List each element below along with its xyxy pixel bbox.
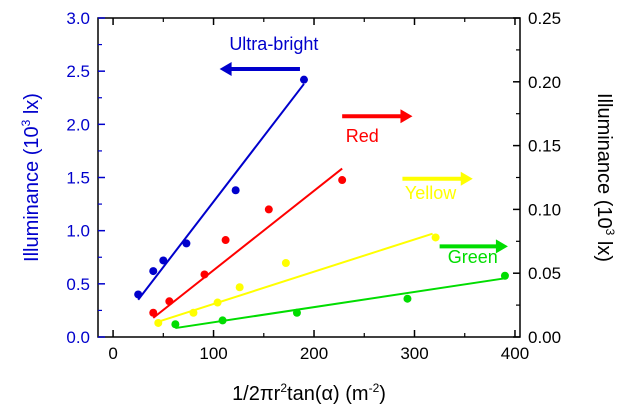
y-left-axis-title: Illuminance (103 lx) (19, 93, 43, 262)
y-right-tick-label: 0.00 (528, 328, 561, 347)
ultra-bright-label: Ultra-bright (229, 34, 318, 54)
x-tick-label: 300 (400, 344, 428, 363)
y-left-tick-label: 2.0 (66, 115, 90, 134)
green-point (403, 294, 412, 303)
ultra-bright-fit-line (137, 83, 305, 301)
yellow-arrowhead (460, 171, 473, 186)
ultra-bright-point (134, 290, 143, 299)
green-point (500, 271, 509, 280)
y-left-tick-label: 1.0 (66, 222, 90, 241)
red-point (165, 297, 174, 306)
yellow-point (154, 318, 163, 327)
y-right-title-sup: 3 (603, 229, 617, 236)
yellow-point (431, 233, 440, 242)
x-title-part: 1/2πr (232, 383, 281, 405)
y-right-tick-label: 0.20 (528, 73, 561, 92)
yellow-point (235, 283, 244, 292)
y-left-tick-label: 0.5 (66, 275, 90, 294)
y-left-title-sup: 3 (19, 119, 33, 126)
y-axis-left: 0.0 0.5 1.0 1.5 2.0 2.5 3.0 Illuminance (103 lx… (19, 9, 105, 347)
green-fit-line (175, 277, 506, 330)
y-right-title-part: Illuminance (10 (593, 93, 615, 229)
x-axis-title: 1/2πr2tan(α) (m-2) (232, 381, 386, 405)
x-title-sup: 2 (280, 381, 287, 395)
red-point (264, 205, 273, 214)
y-left-tick-label: 0.0 (66, 328, 90, 347)
ultra-bright-point (299, 75, 308, 84)
red-point (338, 176, 347, 185)
ultra-bright-point (149, 267, 158, 276)
fit-lines (137, 83, 506, 330)
green-arrowhead (495, 239, 508, 254)
x-tick-label: 100 (199, 344, 227, 363)
x-tick-label: 200 (300, 344, 328, 363)
ultra-bright-point (159, 256, 168, 265)
y-right-title-part: lx) (593, 235, 615, 262)
series-annotations: Ultra-bright Red Yellow Green (219, 34, 508, 267)
ultra-bright-point (231, 186, 240, 195)
yellow-label: Yellow (405, 183, 457, 203)
x-title-sup: -2 (369, 381, 380, 395)
red-arrowhead (400, 109, 413, 124)
y-right-tick-label: 0.25 (528, 9, 561, 28)
y-left-title-part: Illuminance (10 (21, 126, 43, 262)
y-left-tick-label: 3.0 (66, 9, 90, 28)
yellow-point (189, 308, 198, 317)
red-label: Red (346, 126, 379, 146)
green-point (218, 316, 227, 325)
y-right-tick-label: 0.05 (528, 264, 561, 283)
y-left-tick-label: 1.5 (66, 169, 90, 188)
green-point (171, 320, 180, 329)
red-fit-line (152, 167, 343, 319)
red-point (221, 236, 230, 245)
y-left-title-part: lx) (21, 93, 43, 120)
yellow-point (213, 298, 222, 307)
y-axis-right: 0.00 0.05 0.10 0.15 0.20 0.25 Illuminance (103… (513, 9, 617, 347)
red-point (200, 270, 209, 279)
y-left-tick-label: 2.5 (66, 62, 90, 81)
y-right-axis-title: Illuminance (103 lx) (593, 93, 617, 262)
green-point (292, 308, 301, 317)
x-tick-label: 0 (108, 344, 117, 363)
ultra-bright-point (182, 239, 191, 248)
y-right-tick-label: 0.15 (528, 137, 561, 156)
x-axis: 0 100 200 300 400 1/2πr2tan(α) (m-2) (108, 18, 529, 405)
x-tick-label: 400 (501, 344, 529, 363)
yellow-fit-line (157, 232, 433, 323)
yellow-point (281, 258, 290, 267)
x-title-part: tan(α) (m (287, 383, 369, 405)
red-point (149, 308, 158, 317)
ultra-bright-arrowhead (219, 62, 232, 77)
x-title-part: ) (379, 383, 386, 405)
green-label: Green (448, 247, 498, 267)
y-right-tick-label: 0.10 (528, 200, 561, 219)
data-points (134, 75, 509, 329)
